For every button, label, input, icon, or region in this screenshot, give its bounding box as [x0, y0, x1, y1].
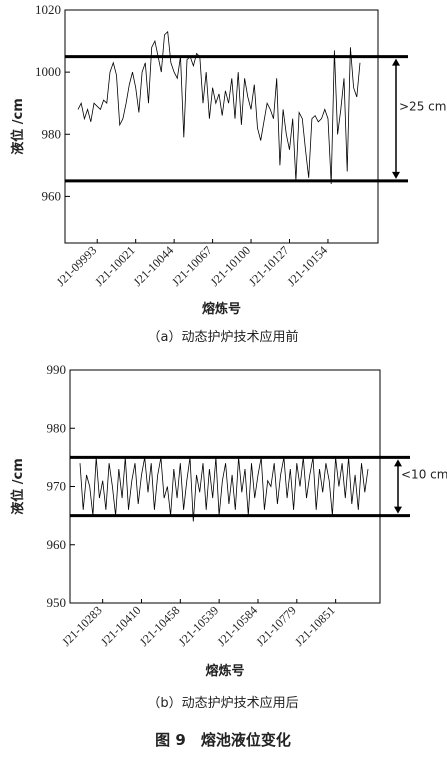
data-line — [77, 30, 361, 185]
x-tick-label: J21-10283 — [59, 603, 105, 649]
x-tick-label: J21-10044 — [131, 243, 177, 289]
plot-frame — [69, 369, 381, 604]
x-tick-label: J21-10539 — [176, 603, 222, 649]
y-axis-label: 液位 /cm — [10, 458, 26, 515]
x-tick-label: J21-10779 — [253, 603, 299, 649]
annotation: <10 cm — [401, 468, 447, 482]
x-tick-label: J21-10154 — [284, 243, 330, 289]
x-tick-label: J21-10851 — [292, 603, 338, 649]
x-tick-label: J21-10021 — [92, 243, 138, 289]
x-axis-label: 熔炼号 — [205, 663, 244, 679]
x-tick-label: J21-10584 — [214, 603, 260, 649]
y-tick-label: 980 — [47, 420, 67, 435]
caption: （a）动态护炉技术应用前 — [148, 329, 299, 345]
y-tick-label: 1020 — [35, 2, 61, 17]
y-tick-label: 1000 — [35, 64, 61, 79]
y-tick-label: 980 — [42, 126, 62, 141]
x-tick-label: J21-10127 — [246, 243, 292, 289]
x-tick-label: J21-10100 — [207, 243, 253, 289]
y-tick-label: 960 — [42, 188, 62, 203]
y-axis-label: 液位 /cm — [10, 98, 26, 155]
x-tick-label: J21-10067 — [169, 243, 215, 289]
plot-frame — [64, 9, 379, 244]
data-line — [79, 457, 369, 522]
x-tick-label: J21-09993 — [54, 243, 100, 289]
y-tick-label: 960 — [47, 537, 67, 552]
figure-title: 图 9 熔池液位变化 — [155, 731, 291, 749]
x-tick-label: J21-10458 — [137, 603, 183, 649]
annotation: >25 cm — [399, 100, 446, 114]
y-tick-label: 970 — [47, 479, 67, 494]
x-tick-label: J21-10410 — [98, 603, 144, 649]
y-tick-label: 990 — [47, 362, 67, 377]
y-tick-label: 950 — [47, 595, 67, 610]
x-axis-label: 熔炼号 — [202, 301, 241, 317]
caption: （b）动态护炉技术应用后 — [147, 695, 298, 711]
